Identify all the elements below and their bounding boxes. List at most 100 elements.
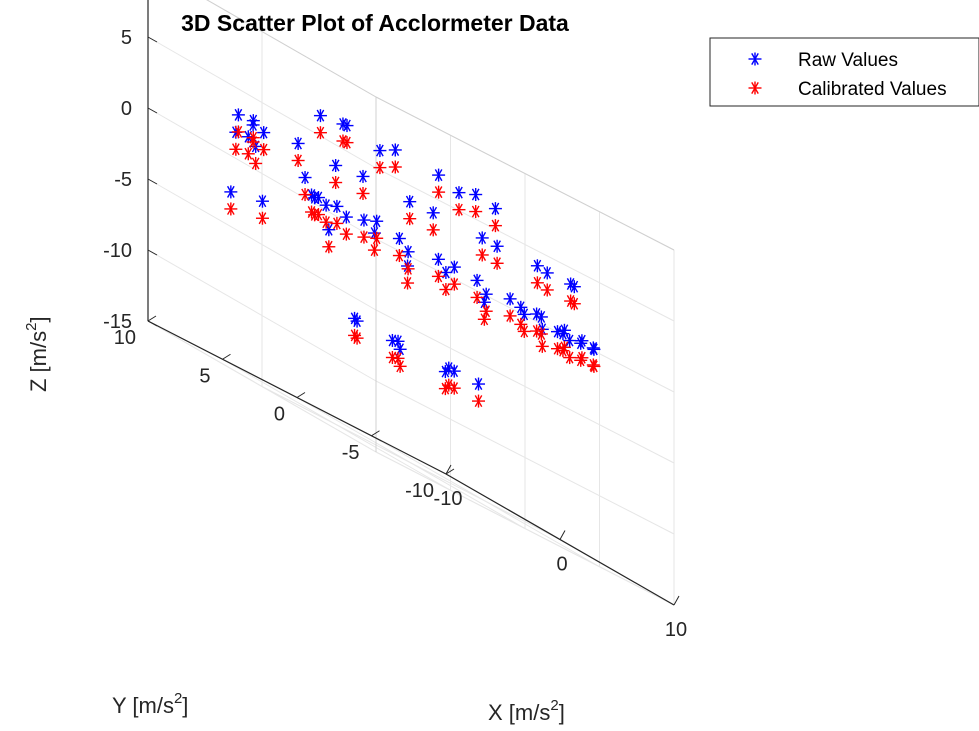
y-tick-label: 5	[199, 365, 210, 387]
raw-point	[587, 342, 601, 356]
calibrated-point	[530, 276, 544, 290]
grid-line	[147, 178, 377, 311]
raw-point	[224, 185, 238, 199]
calibrated-point	[477, 312, 491, 326]
calibrated-point	[229, 142, 243, 156]
calibrated-point	[452, 203, 466, 217]
grid-line	[147, 36, 377, 169]
x-tick	[559, 530, 566, 540]
calibrated-point	[556, 344, 570, 358]
raw-point	[319, 198, 333, 212]
y-axis-label: Y [m/s2]	[112, 690, 188, 718]
axes-box	[147, 0, 675, 606]
raw-point	[356, 169, 370, 183]
raw-point	[257, 126, 271, 140]
calibrated-point	[350, 331, 364, 345]
calibrated-point	[469, 205, 483, 219]
raw-point	[540, 266, 554, 280]
z-tick-label: -15	[103, 311, 132, 333]
z-tick	[147, 36, 158, 43]
calibrated-point	[426, 223, 440, 237]
raw-point	[472, 377, 485, 391]
calibrated-point	[388, 160, 402, 174]
calibrated-point	[241, 147, 255, 161]
legend: Raw Values Calibrated Values	[709, 37, 979, 107]
x-tick	[673, 595, 680, 606]
z-tick	[147, 320, 158, 327]
calibrated-point	[385, 351, 399, 364]
z-axis-label-text: Z [m/s	[26, 331, 51, 392]
raw-point	[452, 186, 466, 200]
raw-point	[322, 223, 336, 237]
raw-point	[563, 334, 577, 348]
calibrated-point	[401, 276, 415, 290]
calibrated-point	[257, 143, 271, 157]
z-tick-label: 5	[121, 27, 132, 49]
raw-point	[330, 199, 344, 213]
grid-line	[371, 435, 600, 568]
y-tick-label: -10	[405, 480, 434, 502]
raw-point	[530, 259, 544, 273]
calibrated-point	[432, 185, 446, 199]
raw-point	[490, 239, 504, 253]
calibrated-point	[564, 294, 578, 308]
raw-point	[329, 158, 343, 172]
y-axis-label-bracket: ]	[182, 693, 188, 718]
calibrated-point	[488, 219, 502, 233]
grid-line	[375, 451, 675, 606]
grid-line	[147, 320, 377, 453]
calibrated-point	[563, 351, 577, 365]
raw-point	[567, 280, 581, 294]
z-tick-label: -5	[114, 169, 132, 191]
calibrated-point	[438, 382, 452, 396]
calibrated-point	[367, 243, 381, 257]
raw-point	[431, 252, 445, 266]
raw-point	[392, 232, 406, 246]
raw-point	[447, 260, 461, 274]
calibrated-point	[475, 248, 489, 262]
x-axis-label-bracket: ]	[559, 700, 565, 725]
legend-star-calibrated	[748, 81, 762, 95]
raw-point	[373, 144, 387, 158]
grid-line	[375, 167, 675, 322]
calibrated-point	[567, 297, 581, 311]
calibrated-point	[587, 359, 601, 373]
calibrated-point	[503, 309, 517, 323]
raw-point	[311, 191, 325, 205]
calibrated-point	[231, 125, 245, 139]
calibrated-point	[330, 216, 344, 230]
x-tick-label: 10	[665, 619, 687, 641]
z-axis-label-superscript: 2	[23, 323, 40, 331]
z-tick-label: -10	[103, 240, 132, 262]
x-tick	[445, 464, 452, 475]
raw-point	[503, 292, 517, 306]
calibrated-point	[401, 262, 415, 276]
legend-box	[709, 37, 979, 107]
calibrated-point	[224, 202, 238, 216]
calibrated-point	[313, 126, 327, 140]
raw-point	[298, 171, 312, 185]
y-tick	[371, 430, 380, 437]
calibrated-point	[472, 394, 485, 408]
raw-point	[556, 327, 570, 341]
box-edge	[375, 96, 675, 251]
x-tick-label: -10	[434, 488, 463, 510]
y-tick	[222, 353, 231, 360]
raw-point	[401, 245, 415, 259]
raw-point	[469, 188, 483, 202]
calibrated-point	[311, 208, 325, 222]
calibrated-point	[370, 231, 384, 245]
calibrated-point	[447, 277, 461, 291]
raw-point	[488, 202, 502, 216]
calibrated-point	[255, 211, 269, 225]
calibrated-point	[535, 339, 549, 353]
z-tick-label: 0	[121, 98, 132, 120]
raw-point	[255, 194, 269, 208]
grid-line	[222, 358, 451, 491]
calibrated-point	[356, 186, 370, 200]
grid-line	[147, 107, 377, 240]
calibrated-point	[514, 317, 528, 331]
raw-point	[231, 108, 245, 122]
x-axis-label: X [m/s2]	[488, 697, 565, 725]
